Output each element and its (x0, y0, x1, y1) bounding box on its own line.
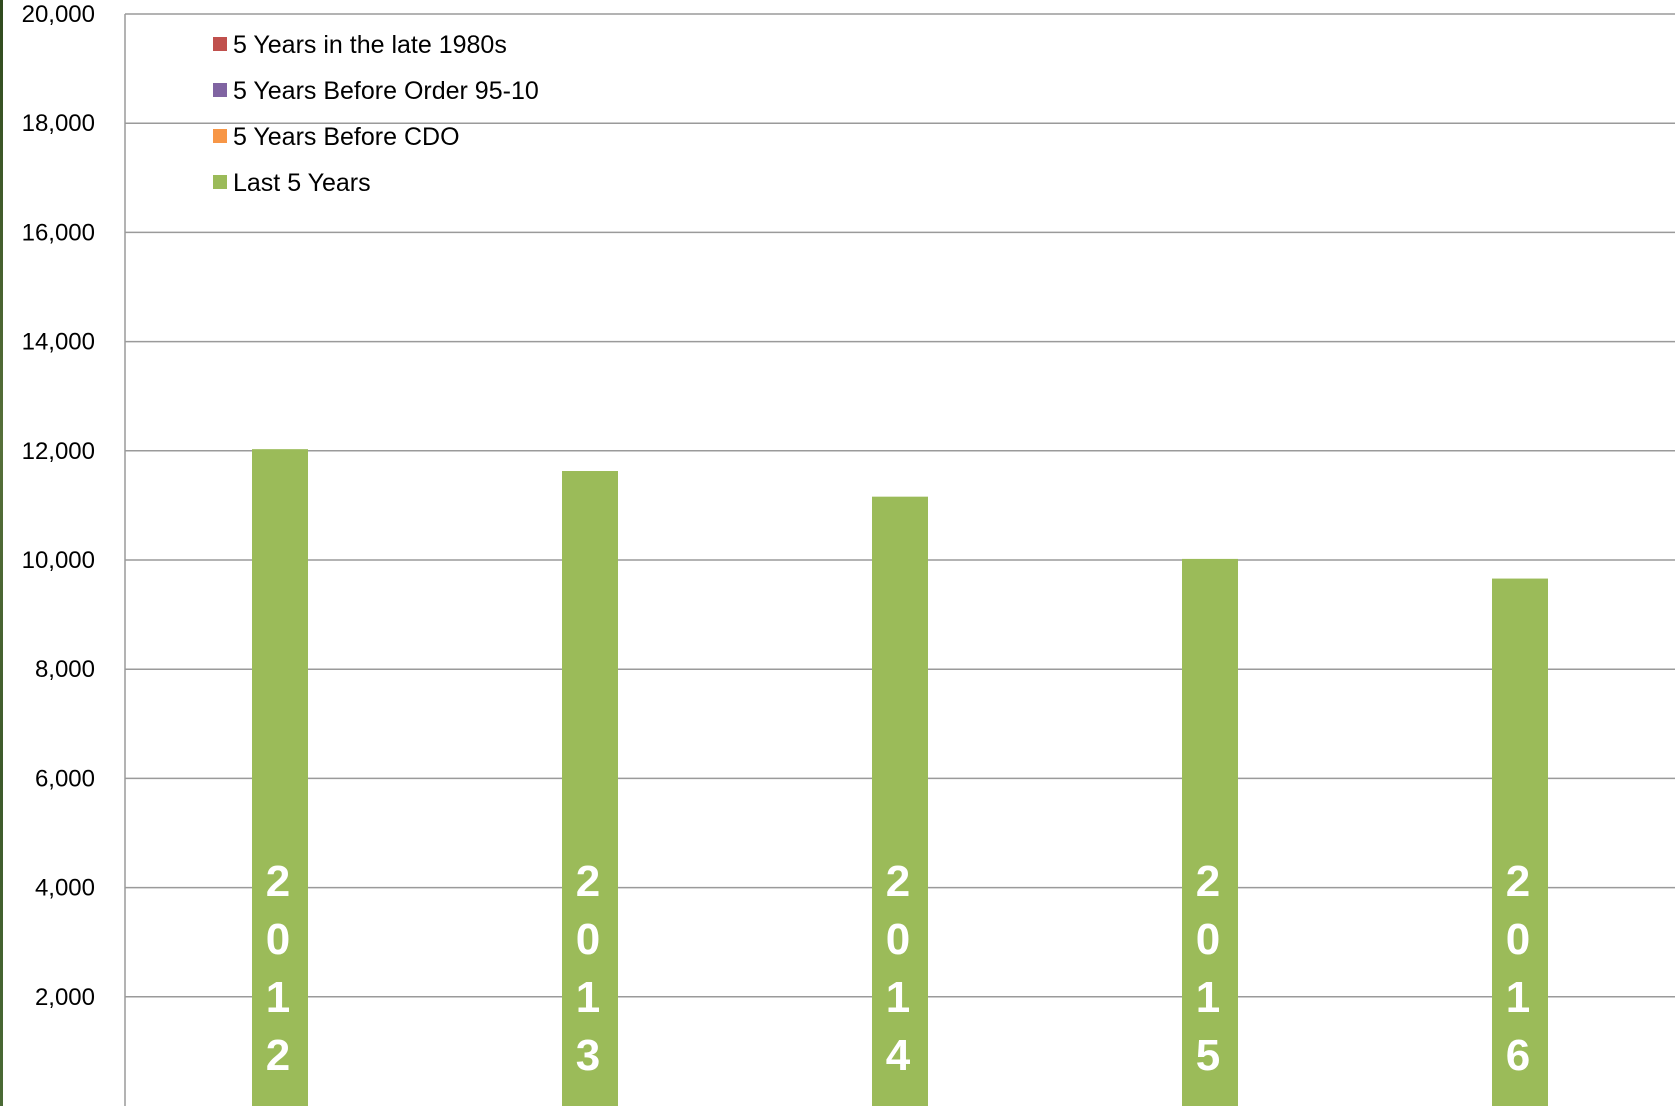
bar-category-label: 0 (266, 915, 290, 964)
bar-category-label: 5 (1196, 1031, 1220, 1080)
bar (252, 449, 308, 1106)
bar-category-label: 0 (886, 915, 910, 964)
legend-label: 5 Years in the late 1980s (233, 31, 507, 59)
bar-category-label: 6 (1506, 1031, 1530, 1080)
y-tick-label: 20,000 (22, 1, 95, 28)
bar (1182, 558, 1238, 1106)
legend-label: 5 Years Before Order 95-10 (233, 77, 539, 105)
bar-category-label: 1 (576, 973, 600, 1022)
y-tick-label: 10,000 (22, 547, 95, 574)
bar-category-label: 2 (266, 1031, 290, 1080)
bar-category-label: 0 (576, 915, 600, 964)
y-tick-label: 6,000 (35, 765, 95, 792)
bar-category-label: 4 (886, 1031, 911, 1080)
legend-swatch (213, 129, 227, 143)
bar-category-label: 2 (1506, 857, 1530, 906)
bar-category-label: 1 (1506, 973, 1530, 1022)
legend-label: Last 5 Years (233, 169, 371, 197)
bar-category-label: 1 (886, 973, 910, 1022)
legend-swatch (213, 175, 227, 189)
bar-category-label: 1 (266, 973, 290, 1022)
bar (1492, 578, 1548, 1106)
bars: 2 0 1 2 2 0 1 3 2 0 1 4 2 0 1 5 2 0 1 6 (252, 449, 1548, 1106)
y-tick-label: 18,000 (22, 110, 95, 137)
y-tick-label: 4,000 (35, 875, 95, 902)
y-tick-label: 14,000 (22, 329, 95, 356)
bar-category-label: 2 (886, 857, 910, 906)
y-axis: 2,000 4,000 6,000 8,000 10,000 12,000 14,000 16… (22, 1, 126, 1106)
legend-swatch (213, 37, 227, 51)
bar-category-label: 0 (1506, 915, 1530, 964)
y-tick-label: 12,000 (22, 438, 95, 465)
y-tick-label: 8,000 (35, 656, 95, 683)
bar (872, 496, 928, 1106)
y-tick-label: 16,000 (22, 219, 95, 246)
bar-category-label: 3 (576, 1031, 600, 1080)
legend-swatch (213, 83, 227, 97)
bar-category-label: 2 (1196, 857, 1220, 906)
gridlines (125, 13, 1675, 998)
bar-category-label: 0 (1196, 915, 1220, 964)
bar (562, 471, 618, 1106)
y-tick-label: 2,000 (35, 984, 95, 1011)
legend-label: 5 Years Before CDO (233, 123, 460, 151)
legend: 5 Years in the late 1980s 5 Years Before … (213, 31, 539, 197)
left-edge-strip (0, 0, 3, 1106)
bar-category-label: 2 (266, 857, 290, 906)
bar-category-label: 2 (576, 857, 600, 906)
bar-category-label: 1 (1196, 973, 1220, 1022)
